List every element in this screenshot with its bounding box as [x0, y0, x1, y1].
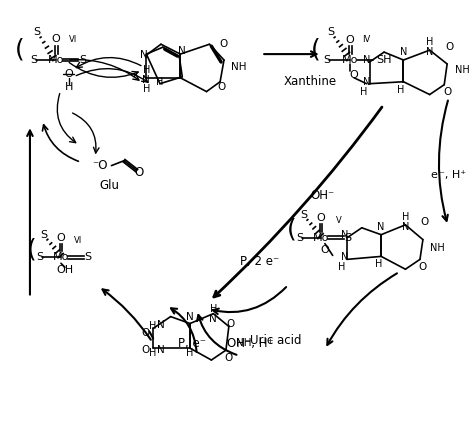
Text: N: N: [341, 230, 348, 240]
Text: S: S: [300, 210, 307, 220]
Text: S: S: [33, 27, 40, 37]
Text: O: O: [419, 262, 427, 272]
Text: O: O: [141, 328, 149, 338]
Text: O: O: [52, 34, 61, 44]
Text: OH⁻, H⁺: OH⁻, H⁺: [227, 337, 273, 350]
Text: Mo: Mo: [53, 253, 69, 262]
Text: VI: VI: [74, 236, 82, 245]
Text: SH: SH: [376, 55, 392, 65]
Text: N: N: [341, 253, 348, 262]
Text: P, 2 e⁻: P, 2 e⁻: [240, 255, 280, 268]
Text: H: H: [143, 84, 150, 93]
Text: H: H: [64, 82, 73, 92]
Text: N: N: [157, 321, 165, 330]
Text: S: S: [345, 233, 352, 243]
Text: H: H: [149, 321, 157, 332]
Text: NH: NH: [430, 242, 445, 253]
Text: H: H: [210, 304, 217, 314]
Text: O: O: [346, 35, 355, 45]
Text: N: N: [363, 77, 370, 87]
Text: H: H: [426, 37, 433, 47]
Text: S: S: [40, 230, 47, 240]
Text: O: O: [421, 217, 429, 227]
Text: (: (: [27, 237, 37, 261]
Text: O: O: [56, 233, 65, 243]
Text: H: H: [186, 348, 194, 358]
Text: Xanthine: Xanthine: [284, 75, 337, 88]
Text: H: H: [402, 212, 409, 222]
Text: N: N: [139, 50, 147, 60]
Text: H: H: [397, 85, 404, 95]
Text: NH: NH: [231, 62, 246, 72]
Text: H: H: [360, 87, 367, 96]
Text: ⁻O: ⁻O: [92, 159, 108, 172]
Text: S: S: [327, 27, 334, 37]
Text: O: O: [225, 353, 233, 363]
Text: H: H: [149, 348, 157, 358]
Text: O: O: [445, 42, 453, 52]
Text: S: S: [84, 253, 92, 262]
Text: N: N: [143, 75, 150, 85]
Text: O: O: [227, 319, 235, 329]
Text: O: O: [443, 87, 451, 96]
Text: O: O: [317, 213, 325, 223]
Text: VI: VI: [69, 35, 77, 44]
Text: V: V: [336, 217, 341, 225]
Text: S: S: [296, 233, 303, 243]
Text: e: e: [430, 170, 438, 181]
Text: N: N: [400, 47, 407, 57]
Text: O: O: [64, 69, 73, 79]
Text: O: O: [350, 70, 358, 80]
Text: O: O: [220, 39, 228, 49]
Text: (: (: [287, 218, 297, 242]
Text: O: O: [217, 82, 225, 92]
Text: P, e⁻: P, e⁻: [178, 337, 206, 350]
Text: N: N: [157, 345, 165, 355]
Text: Uric acid: Uric acid: [250, 334, 301, 347]
Text: N: N: [426, 47, 433, 57]
Text: OH⁻: OH⁻: [311, 189, 335, 202]
Text: S: S: [80, 55, 87, 65]
Text: (: (: [311, 37, 321, 61]
Text: H: H: [374, 259, 382, 269]
Text: N: N: [178, 46, 186, 56]
Text: N: N: [402, 222, 409, 232]
Text: O: O: [134, 166, 143, 179]
Text: Mo: Mo: [48, 55, 64, 65]
Text: H: H: [156, 77, 164, 87]
Text: O: O: [320, 245, 329, 255]
Text: ⁻, H⁺: ⁻, H⁺: [439, 170, 466, 181]
Text: (: (: [15, 37, 25, 61]
Text: Mo: Mo: [342, 55, 358, 65]
Text: Glu: Glu: [100, 179, 119, 192]
Text: Mo: Mo: [313, 233, 329, 243]
Text: NH: NH: [455, 65, 470, 75]
Text: N: N: [186, 312, 194, 321]
Text: NH: NH: [236, 338, 251, 348]
Text: IV: IV: [363, 35, 371, 44]
Text: N: N: [210, 313, 217, 324]
Text: S: S: [30, 55, 37, 65]
Text: H: H: [143, 65, 150, 75]
Text: S: S: [36, 253, 43, 262]
Text: OH: OH: [56, 265, 73, 275]
Text: N: N: [363, 55, 370, 65]
Text: O: O: [141, 345, 149, 355]
Text: S: S: [323, 55, 330, 65]
Text: H: H: [337, 262, 345, 272]
Text: N: N: [377, 222, 385, 232]
